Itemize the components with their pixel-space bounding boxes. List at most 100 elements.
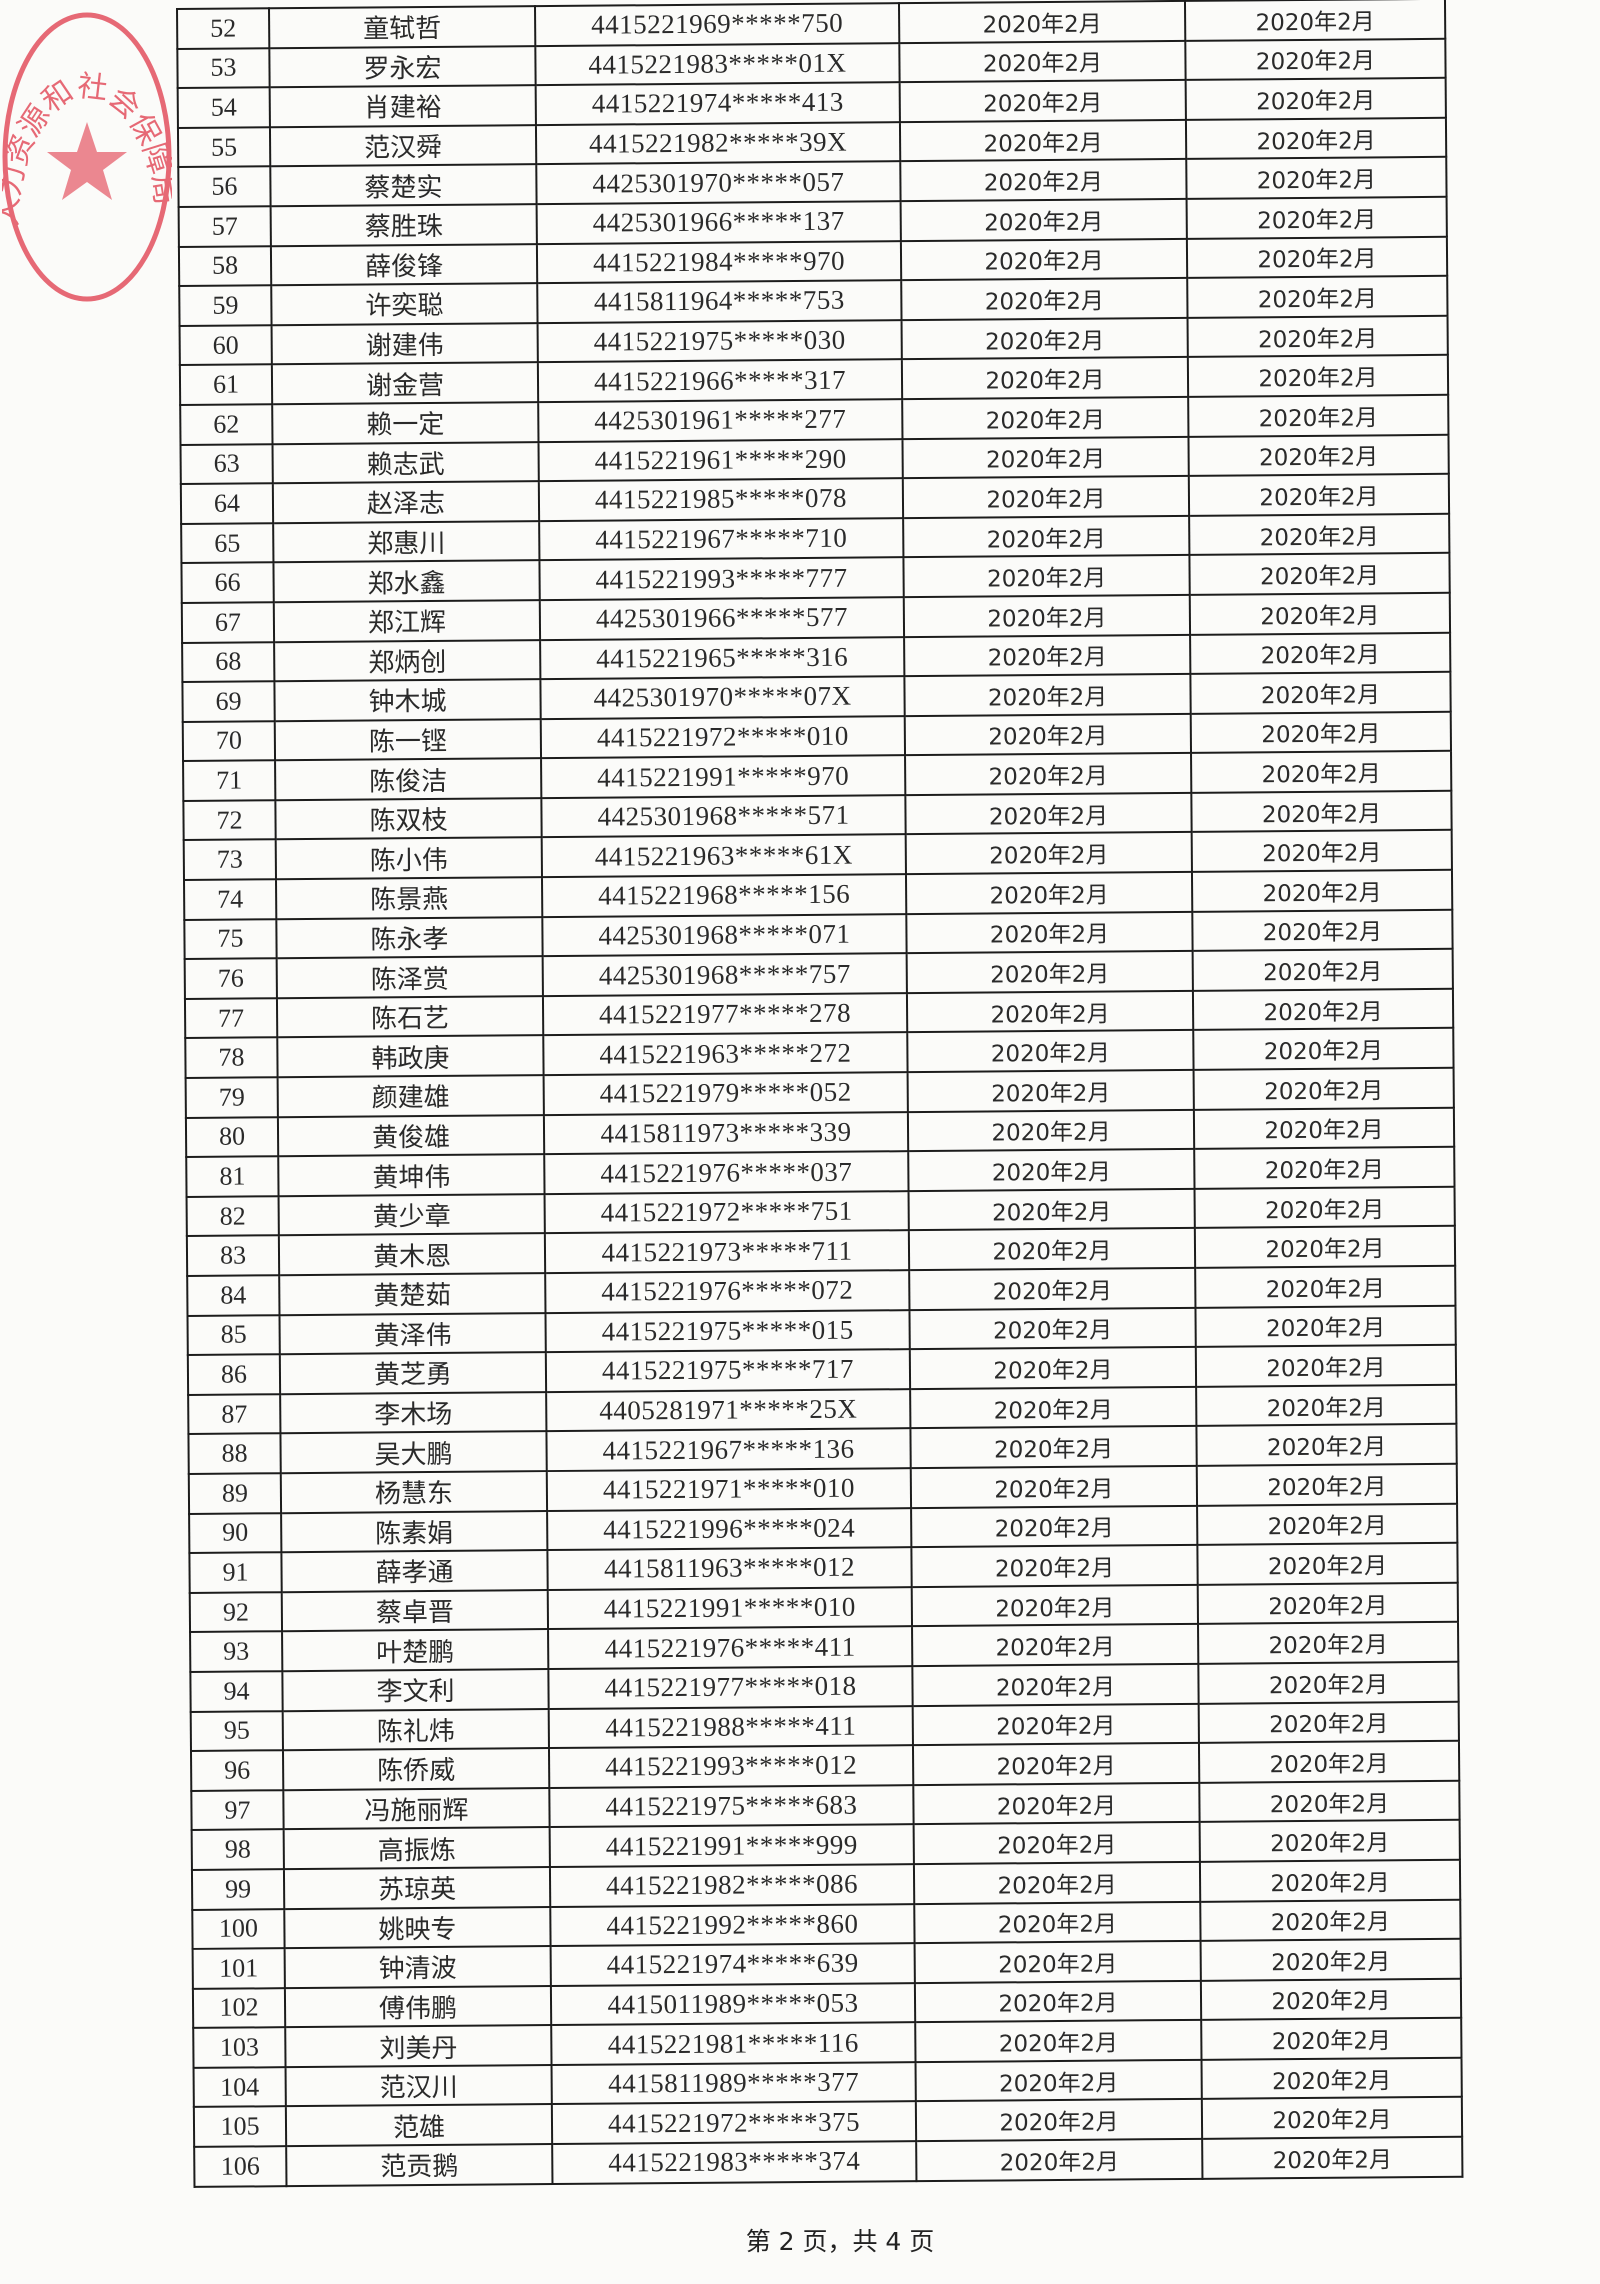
person-name-cell: 苏琼英: [283, 1866, 551, 1909]
end-month-cell: 2020年2月: [1193, 1028, 1454, 1070]
person-name-cell: 陈景燕: [275, 877, 543, 919]
row-number-cell: 104: [193, 2067, 286, 2108]
start-month-cell: 2020年2月: [910, 1465, 1198, 1508]
person-name-cell: 陈永孝: [276, 916, 543, 959]
start-month-cell: 2020年2月: [912, 1624, 1199, 1667]
row-number-cell: 83: [186, 1235, 280, 1276]
person-name-cell: 肖建裕: [269, 85, 536, 128]
row-number-cell: 58: [178, 245, 272, 287]
id-number-cell: 4415221967*****710: [539, 517, 904, 561]
id-number-cell: 4415811989*****377: [551, 2062, 916, 2105]
end-month-cell: 2020年2月: [1188, 394, 1449, 437]
row-number-cell: 60: [179, 324, 272, 366]
id-number-cell: 4415221969*****750: [534, 3, 900, 46]
end-month-cell: 2020年2月: [1191, 751, 1452, 793]
person-name-cell: 陈石艺: [276, 995, 544, 1038]
start-month-cell: 2020年2月: [907, 1069, 1194, 1112]
row-number-cell: 82: [186, 1196, 279, 1237]
start-month-cell: 2020年2月: [904, 634, 1191, 677]
id-number-cell: 4425301970*****07X: [540, 676, 905, 719]
personnel-table: 52 童轼哲 4415221969*****750 2020年2月 2020年2月 53 罗…: [176, 0, 1463, 2188]
id-number-cell: 4415221965*****316: [540, 636, 905, 680]
id-number-cell: 4415221961*****290: [538, 438, 903, 482]
end-month-cell: 2020年2月: [1193, 1107, 1455, 1150]
id-number-cell: 4415221977*****278: [542, 993, 908, 1036]
row-number-cell: 80: [185, 1116, 279, 1158]
id-number-cell: 4415221984*****970: [536, 240, 902, 284]
id-number-cell: 4415221991*****970: [541, 755, 906, 798]
id-number-cell: 4425301970*****057: [536, 161, 901, 205]
start-month-cell: 2020年2月: [899, 80, 1186, 122]
row-number-cell: 59: [179, 285, 272, 326]
row-number-cell: 94: [190, 1671, 283, 1712]
id-number-cell: 4415221975*****015: [545, 1309, 910, 1353]
person-name-cell: 范汉舜: [269, 124, 537, 167]
start-month-cell: 2020年2月: [914, 1980, 1202, 2023]
start-month-cell: 2020年2月: [908, 1188, 1195, 1231]
start-month-cell: 2020年2月: [905, 753, 1192, 796]
row-number-cell: 74: [184, 879, 277, 920]
end-month-cell: 2020年2月: [1192, 949, 1453, 991]
row-number-cell: 77: [184, 998, 278, 1039]
end-month-cell: 2020年2月: [1201, 2057, 1462, 2100]
start-month-cell: 2020年2月: [912, 1703, 1199, 1746]
person-name-cell: 陈小伟: [275, 837, 542, 880]
row-number-cell: 105: [193, 2106, 287, 2147]
start-month-cell: 2020年2月: [908, 1149, 1195, 1191]
id-number-cell: 4415221963*****61X: [541, 834, 906, 878]
row-number-cell: 76: [184, 958, 277, 999]
start-month-cell: 2020年2月: [916, 2138, 1203, 2181]
end-month-cell: 2020年2月: [1189, 592, 1451, 635]
person-name-cell: 薛孝通: [281, 1550, 548, 1592]
id-number-cell: 4415221972*****375: [551, 2101, 917, 2145]
person-name-cell: 童轼哲: [269, 6, 536, 48]
end-month-cell: 2020年2月: [1188, 473, 1450, 516]
person-name-cell: 陈礼炜: [282, 1708, 549, 1751]
end-month-cell: 2020年2月: [1185, 38, 1446, 81]
id-number-cell: 4415221977*****018: [548, 1666, 913, 1709]
row-number-cell: 64: [180, 483, 274, 524]
row-number-cell: 86: [187, 1354, 281, 1395]
id-number-cell: 4415221993*****777: [539, 557, 904, 601]
end-month-cell: 2020年2月: [1191, 830, 1452, 872]
start-month-cell: 2020年2月: [902, 396, 1189, 439]
start-month-cell: 2020年2月: [913, 1822, 1200, 1865]
id-number-cell: 4415221972*****751: [544, 1190, 909, 1234]
row-number-cell: 68: [182, 641, 275, 683]
person-name-cell: 黄芝勇: [279, 1352, 547, 1394]
row-number-cell: 103: [193, 2027, 286, 2068]
id-number-cell: 4415221993*****012: [548, 1745, 914, 1788]
start-month-cell: 2020年2月: [909, 1267, 1196, 1310]
end-month-cell: 2020年2月: [1193, 1067, 1454, 1110]
end-month-cell: 2020年2月: [1186, 157, 1447, 199]
end-month-cell: 2020年2月: [1201, 2018, 1462, 2060]
end-month-cell: 2020年2月: [1186, 236, 1448, 279]
person-name-cell: 刘美丹: [285, 2025, 552, 2068]
end-month-cell: 2020年2月: [1189, 553, 1450, 595]
person-name-cell: 郑水鑫: [273, 560, 540, 603]
person-name-cell: 黄坤伟: [278, 1154, 545, 1197]
row-number-cell: 73: [183, 839, 276, 881]
id-number-cell: 4415811964*****753: [537, 280, 902, 323]
end-month-cell: 2020年2月: [1185, 117, 1447, 160]
end-month-cell: 2020年2月: [1190, 671, 1451, 714]
person-name-cell: 钟木城: [274, 679, 541, 721]
id-number-cell: 4415221991*****010: [547, 1586, 913, 1630]
row-number-cell: 61: [179, 364, 273, 405]
start-month-cell: 2020年2月: [910, 1386, 1197, 1429]
id-number-cell: 4415221983*****01X: [535, 42, 900, 86]
id-number-cell: 4415221976*****411: [548, 1626, 913, 1670]
row-number-cell: 55: [177, 127, 271, 168]
id-number-cell: 4425301968*****071: [542, 913, 907, 957]
row-number-cell: 72: [183, 800, 276, 841]
row-number-cell: 75: [184, 918, 277, 960]
start-month-cell: 2020年2月: [898, 0, 1186, 43]
id-number-cell: 4415221975*****030: [537, 319, 902, 363]
end-month-cell: 2020年2月: [1196, 1384, 1457, 1427]
id-number-cell: 4415221992*****860: [550, 1903, 915, 1947]
start-month-cell: 2020年2月: [909, 1347, 1197, 1389]
person-name-cell: 谢建伟: [271, 322, 538, 365]
person-name-cell: 薛俊锋: [270, 243, 538, 286]
start-month-cell: 2020年2月: [906, 990, 1194, 1033]
start-month-cell: 2020年2月: [913, 1782, 1200, 1825]
